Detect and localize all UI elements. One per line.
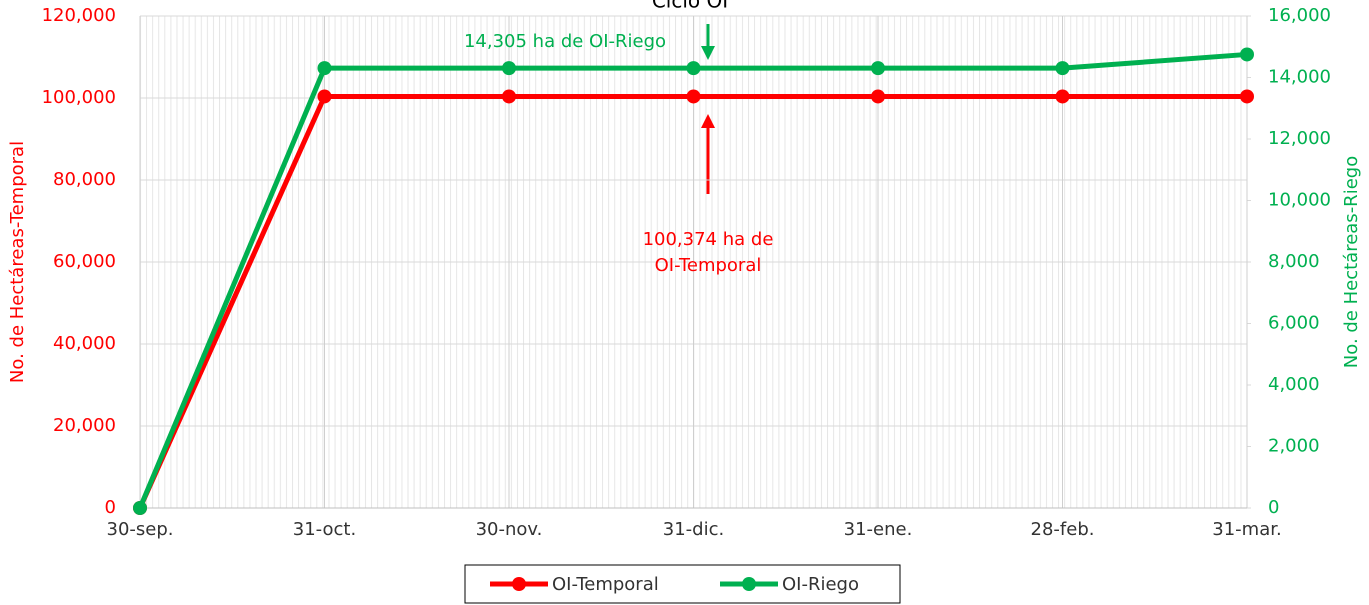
legend-label: OI-Riego xyxy=(782,574,859,595)
marker xyxy=(871,61,885,76)
marker xyxy=(317,61,332,76)
y2-tick-label: 2,000 xyxy=(1268,436,1320,457)
x-tick-label: 28-feb. xyxy=(1031,519,1095,540)
y2-tick-label: 6,000 xyxy=(1268,313,1320,334)
y2-tick-label: 16,000 xyxy=(1268,5,1331,26)
y2-tick-label: 4,000 xyxy=(1268,374,1320,395)
y2-tick-label: 0 xyxy=(1268,497,1279,518)
y2-tick-label: 12,000 xyxy=(1268,128,1331,149)
y-tick-label: 0 xyxy=(105,497,116,518)
y2-tick-label: 10,000 xyxy=(1268,190,1331,211)
arrow-riego xyxy=(701,24,715,60)
chart-title: Ciclo OI xyxy=(652,0,728,13)
arrow-temporal xyxy=(701,114,715,194)
annotation: 14,305 ha de OI-Riego xyxy=(464,31,666,52)
marker xyxy=(686,89,701,104)
x-tick-label: 31-mar. xyxy=(1212,519,1281,540)
x-tick-label: 30-sep. xyxy=(107,519,174,540)
x-tick-label: 31-ene. xyxy=(844,519,913,540)
marker xyxy=(1240,47,1254,62)
marker xyxy=(502,89,516,104)
x-tick-label: 31-oct. xyxy=(293,519,356,540)
y-tick-label: 120,000 xyxy=(42,5,116,26)
x-tick-label: 30-nov. xyxy=(476,519,543,540)
y2-tick-label: 14,000 xyxy=(1268,67,1331,88)
annotation: OI-Temporal xyxy=(655,255,762,276)
marker xyxy=(1055,61,1070,76)
y-tick-label: 40,000 xyxy=(53,333,116,354)
y-tick-label: 80,000 xyxy=(53,169,116,190)
marker xyxy=(871,89,885,104)
legend-marker xyxy=(742,577,756,591)
x-tick-label: 31-dic. xyxy=(663,519,724,540)
y-axis-label: No. de Hectáreas-Temporal xyxy=(7,141,28,383)
marker xyxy=(1240,89,1254,104)
marker xyxy=(133,501,147,515)
y2-axis-label: No. de Hectáreas-Riego xyxy=(1341,156,1362,368)
marker xyxy=(502,61,516,76)
y2-tick-label: 8,000 xyxy=(1268,251,1320,272)
annotation: 100,374 ha de xyxy=(643,229,774,250)
marker xyxy=(1055,89,1070,104)
y-tick-label: 60,000 xyxy=(53,251,116,272)
marker xyxy=(317,89,332,104)
legend-label: OI-Temporal xyxy=(552,574,659,595)
legend-marker xyxy=(512,577,526,591)
y-tick-label: 20,000 xyxy=(53,415,116,436)
marker xyxy=(686,61,701,76)
y-tick-label: 100,000 xyxy=(42,87,116,108)
